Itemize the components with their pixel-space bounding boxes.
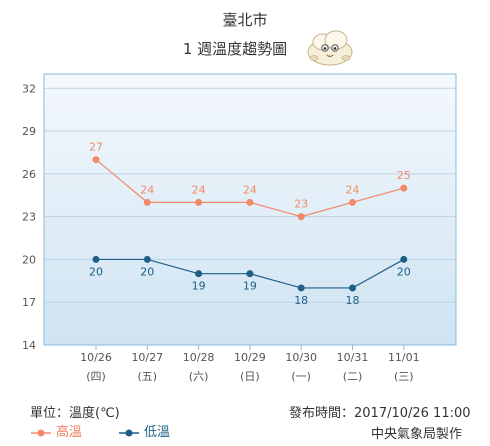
y-tick-label: 26 — [22, 168, 36, 181]
x-weekday-label: (一) — [291, 370, 311, 383]
y-tick-label: 23 — [22, 211, 36, 224]
data-label: 27 — [89, 141, 103, 154]
data-label: 20 — [140, 265, 154, 278]
x-weekday-label: (四) — [86, 370, 106, 383]
chart-subtitle: 1 週溫度趨勢圖 — [182, 40, 288, 58]
y-tick-label: 20 — [22, 253, 36, 266]
temperature-chart: 14 17 20 23 26 29 32 10/26 (四) 10/27 (五) 10/28 (六) 1… — [22, 73, 457, 383]
legend-high-label: 高溫 — [56, 425, 83, 440]
legend-low-marker — [119, 429, 139, 436]
data-label: 24 — [243, 183, 257, 196]
unit-label: 單位：溫度(℃) — [30, 406, 120, 421]
issued-time: 發布時間：2017/10/26 11:00 — [289, 406, 471, 421]
data-label: 25 — [397, 169, 411, 182]
agency-credit: 中央氣象局製作 — [371, 427, 463, 442]
legend-low-label: 低溫 — [144, 425, 171, 440]
data-label: 24 — [192, 183, 206, 196]
x-weekday-label: (二) — [343, 370, 363, 383]
data-label: 20 — [397, 265, 411, 278]
x-tick-label: 10/28 — [183, 351, 215, 364]
data-point — [143, 255, 151, 263]
data-point — [349, 284, 356, 292]
x-tick-label: 10/30 — [285, 351, 317, 364]
y-tick-label: 29 — [22, 125, 36, 138]
data-point — [400, 255, 408, 263]
data-label: 18 — [346, 294, 360, 307]
chart-title: 臺北市 — [222, 11, 268, 29]
x-tick-label: 10/29 — [234, 351, 266, 364]
x-weekday-label: (日) — [240, 370, 260, 383]
legend-low[interactable]: 低溫 — [118, 421, 170, 440]
x-weekday-label: (三) — [394, 370, 414, 383]
data-label: 23 — [294, 198, 308, 211]
data-point — [246, 270, 254, 278]
legend-high[interactable]: 高溫 — [30, 421, 82, 440]
x-weekday-label: (五) — [138, 370, 158, 383]
x-tick-label: 11/01 — [388, 351, 420, 364]
y-tick-label: 17 — [22, 296, 36, 309]
data-label: 19 — [192, 280, 206, 293]
data-point — [195, 198, 203, 206]
data-label: 19 — [243, 280, 257, 293]
y-tick-label: 32 — [22, 82, 36, 95]
data-label: 24 — [346, 183, 360, 196]
y-tick-label: 14 — [22, 339, 36, 352]
data-point — [297, 284, 305, 292]
x-weekday-label: (六) — [189, 370, 209, 383]
legend-high-marker — [31, 429, 51, 436]
x-tick-label: 10/31 — [337, 351, 369, 364]
data-point — [246, 198, 254, 206]
data-point — [92, 255, 100, 263]
x-tick-label: 10/26 — [80, 351, 112, 364]
data-label: 18 — [294, 294, 308, 307]
data-label: 24 — [140, 183, 154, 196]
cloud-mascot-icon — [307, 30, 353, 66]
data-point — [349, 198, 356, 206]
data-label: 20 — [89, 265, 103, 278]
data-point — [297, 213, 305, 221]
data-point — [195, 270, 203, 278]
data-point — [92, 156, 100, 164]
plot-area — [43, 73, 457, 346]
x-tick-label: 10/27 — [131, 351, 163, 364]
data-point — [400, 184, 408, 192]
data-point — [143, 198, 151, 206]
